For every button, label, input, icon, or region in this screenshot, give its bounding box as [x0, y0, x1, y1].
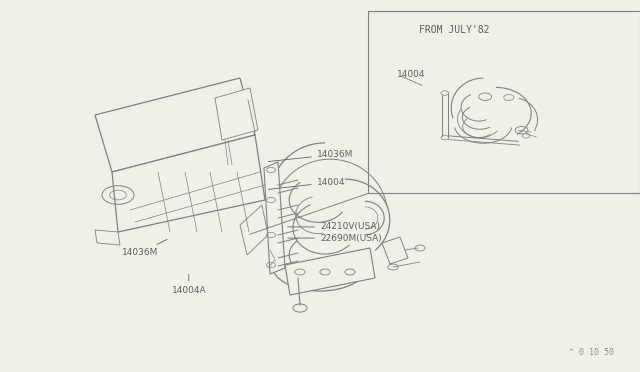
- Text: 14036M: 14036M: [268, 150, 353, 161]
- Polygon shape: [285, 248, 375, 295]
- Polygon shape: [112, 135, 265, 232]
- Text: 14004: 14004: [397, 70, 426, 79]
- Polygon shape: [215, 88, 258, 140]
- Text: 14036M: 14036M: [122, 239, 167, 257]
- Text: 14004A: 14004A: [172, 274, 206, 295]
- Text: FROM JULY'82: FROM JULY'82: [419, 25, 490, 35]
- Polygon shape: [95, 78, 255, 172]
- Text: 24210V(USA): 24210V(USA): [287, 222, 380, 231]
- Bar: [368, 11, 640, 193]
- Polygon shape: [264, 162, 285, 274]
- Text: ^ 0 10 50: ^ 0 10 50: [570, 348, 614, 357]
- Text: 14004: 14004: [268, 178, 346, 189]
- Text: 22690M(USA): 22690M(USA): [287, 234, 381, 243]
